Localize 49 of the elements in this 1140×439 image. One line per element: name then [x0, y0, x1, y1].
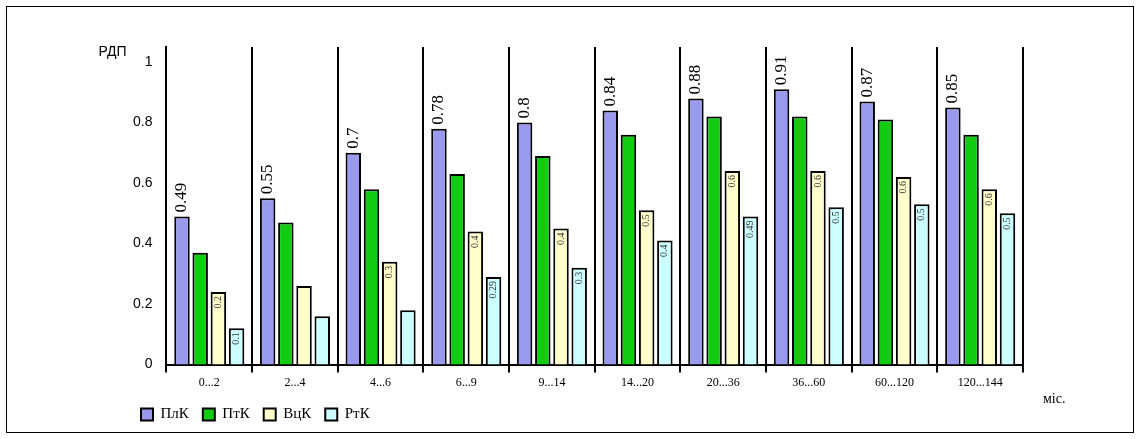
x-tick-label: 4...6 — [370, 374, 392, 389]
data-label: 0.87 — [856, 67, 876, 98]
data-label: 0.3 — [572, 271, 584, 285]
data-label: 0.6 — [725, 175, 737, 188]
x-tick-label: 60...120 — [875, 374, 915, 389]
data-label: 0.49 — [171, 182, 191, 213]
data-label: 0.49 — [744, 220, 756, 238]
data-label: 0.55 — [257, 164, 277, 195]
data-label: 0.4 — [554, 232, 566, 245]
x-tick-label: 2...4 — [284, 374, 306, 389]
x-tick-label: 6...9 — [455, 374, 477, 389]
data-label: 0.88 — [685, 64, 705, 95]
y-tick-label: 0.2 — [132, 294, 153, 311]
data-label: 0.85 — [942, 73, 962, 104]
data-label: 0.91 — [771, 55, 791, 86]
data-label: 0.2 — [212, 296, 224, 309]
data-label: 0.3 — [383, 265, 395, 279]
data-label: 0.29 — [487, 280, 499, 299]
legend-label: РтК — [344, 405, 371, 422]
y-tick-label: 0.6 — [132, 173, 153, 190]
data-label: 0.8 — [514, 97, 534, 119]
x-tick-label: 120...144 — [957, 374, 1003, 389]
data-label: 0.6 — [982, 193, 994, 206]
data-label: 0.7 — [342, 127, 362, 149]
data-label: 0.84 — [599, 76, 619, 107]
data-label: 0.5 — [915, 208, 927, 221]
data-label: 0.6 — [897, 181, 909, 194]
data-label: 0.5 — [640, 214, 652, 227]
legend-label: ПлК — [160, 405, 190, 422]
legend-label: ПтК — [222, 405, 251, 422]
y-tick-label: 0.4 — [132, 234, 153, 251]
x-tick-label: 14...20 — [621, 374, 655, 389]
x-tick-label: 9...14 — [538, 374, 566, 389]
data-label: 0.1 — [230, 332, 242, 345]
data-label: 0.4 — [468, 235, 480, 249]
y-tick-label: 0 — [144, 355, 153, 372]
data-label: 0.5 — [829, 211, 841, 224]
data-label: 0.78 — [428, 94, 448, 125]
x-tick-label: 0...2 — [198, 374, 220, 389]
data-label: 0.4 — [658, 244, 670, 258]
x-tick-label: 36...60 — [792, 374, 826, 389]
data-label: 0.5 — [1001, 217, 1013, 230]
data-label: 0.6 — [811, 175, 823, 188]
y-tick-label: 1 — [144, 52, 153, 69]
y-tick-label: 0.8 — [132, 113, 153, 130]
x-axis-title: міс. — [1043, 390, 1066, 406]
x-tick-label: 20...36 — [706, 374, 740, 389]
legend-label: ВцК — [283, 405, 313, 422]
y-axis-title: РДП — [98, 42, 127, 59]
